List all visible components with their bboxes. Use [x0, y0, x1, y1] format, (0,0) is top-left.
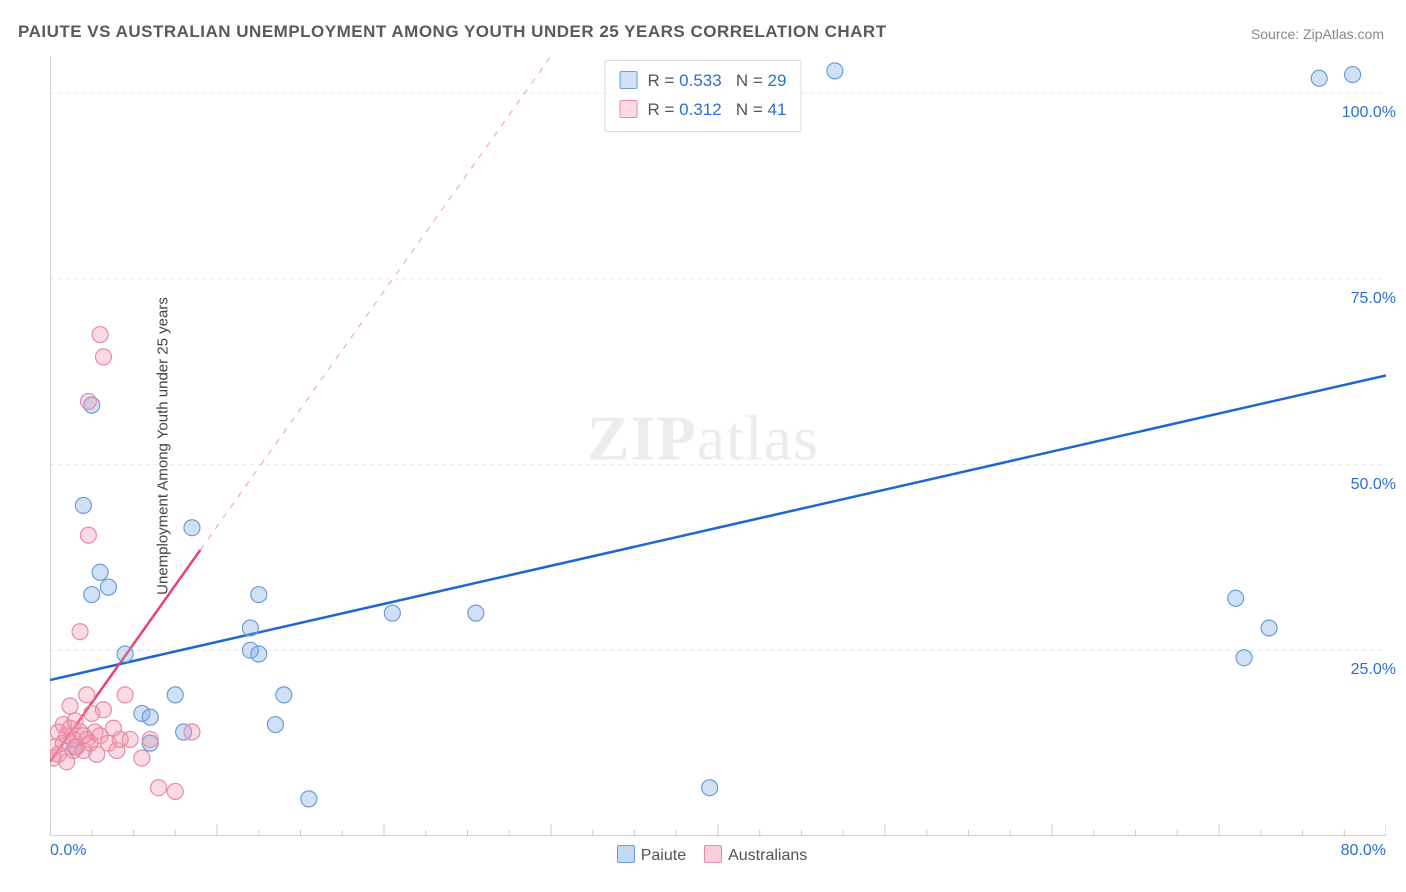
- data-point: [100, 579, 116, 595]
- series-legend: Paiute Australians: [0, 845, 1406, 865]
- r-value: 0.533: [679, 71, 722, 90]
- data-point: [827, 63, 843, 79]
- data-point: [134, 750, 150, 766]
- legend-label: Australians: [728, 847, 807, 864]
- legend-swatch: [620, 100, 638, 118]
- legend-swatch: [704, 845, 722, 863]
- r-value: 0.312: [679, 100, 722, 119]
- data-point: [1236, 650, 1252, 666]
- data-point: [117, 687, 133, 703]
- data-point: [92, 564, 108, 580]
- chart-title: PAIUTE VS AUSTRALIAN UNEMPLOYMENT AMONG …: [18, 22, 887, 42]
- data-point: [79, 687, 95, 703]
- chart-container: PAIUTE VS AUSTRALIAN UNEMPLOYMENT AMONG …: [0, 0, 1406, 892]
- data-point: [468, 605, 484, 621]
- data-point: [1261, 620, 1277, 636]
- data-point: [167, 687, 183, 703]
- data-point: [62, 698, 78, 714]
- data-point: [276, 687, 292, 703]
- data-point: [242, 620, 258, 636]
- data-point: [95, 349, 111, 365]
- source-attribution: Source: ZipAtlas.com: [1251, 26, 1384, 42]
- data-point: [75, 497, 91, 513]
- data-point: [80, 527, 96, 543]
- data-point: [72, 624, 88, 640]
- scatter-plot: [50, 56, 1386, 836]
- legend-swatch: [620, 71, 638, 89]
- data-point: [95, 702, 111, 718]
- data-point: [142, 731, 158, 747]
- n-value: 41: [768, 100, 787, 119]
- data-point: [267, 717, 283, 733]
- data-point: [92, 327, 108, 343]
- legend-stat-row: R = 0.312 N = 41: [620, 96, 787, 125]
- data-point: [184, 724, 200, 740]
- data-point: [80, 393, 96, 409]
- data-point: [167, 783, 183, 799]
- data-point: [1228, 590, 1244, 606]
- correlation-legend: R = 0.533 N = 29R = 0.312 N = 41: [605, 60, 802, 132]
- legend-label: Paiute: [641, 847, 686, 864]
- legend-stat-row: R = 0.533 N = 29: [620, 67, 787, 96]
- data-point: [75, 728, 91, 744]
- data-point: [184, 520, 200, 536]
- data-point: [1311, 70, 1327, 86]
- data-point: [84, 587, 100, 603]
- n-value: 29: [768, 71, 787, 90]
- data-point: [251, 646, 267, 662]
- data-point: [251, 587, 267, 603]
- data-point: [301, 791, 317, 807]
- data-point: [1345, 67, 1361, 83]
- data-point: [151, 780, 167, 796]
- data-point: [122, 731, 138, 747]
- data-point: [702, 780, 718, 796]
- data-point: [117, 646, 133, 662]
- legend-swatch: [617, 845, 635, 863]
- data-point: [142, 709, 158, 725]
- data-point: [384, 605, 400, 621]
